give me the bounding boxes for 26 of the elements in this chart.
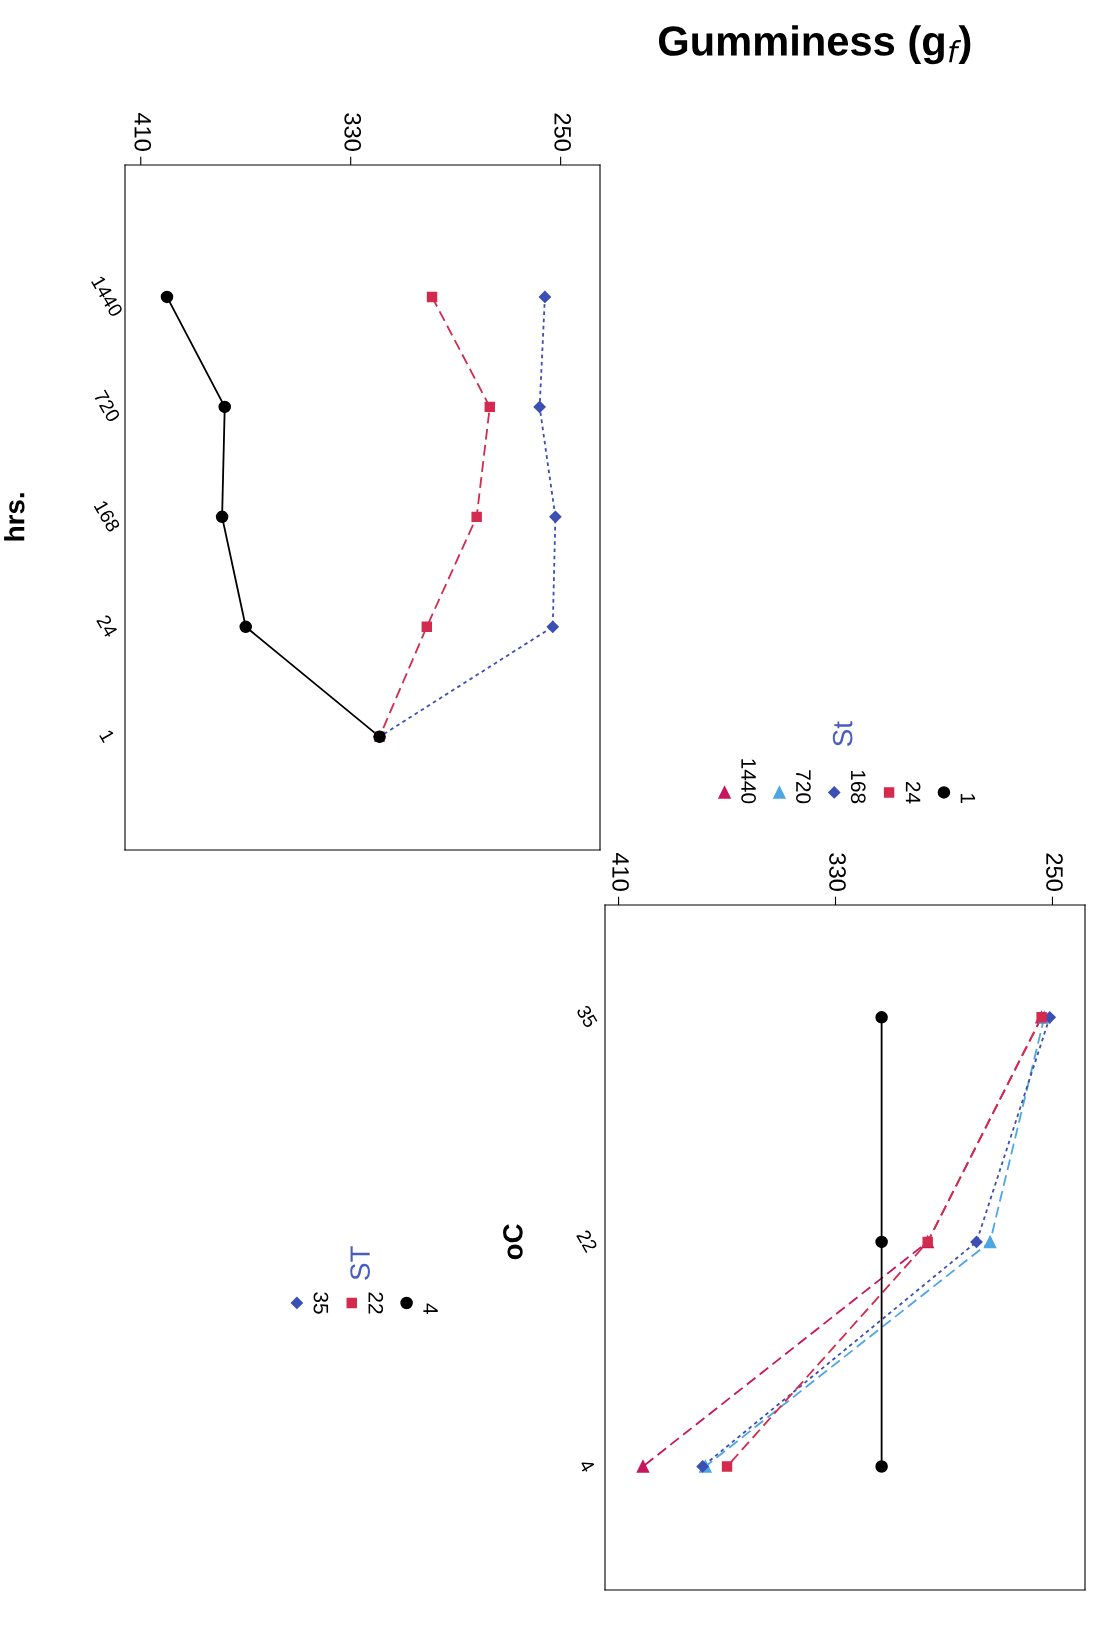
legend-label: 1440 <box>741 759 756 804</box>
y-axis-title: oC <box>503 1224 523 1260</box>
chart-title: Gumminess (g$_{f}$) <box>659 25 971 65</box>
legend-label: 4 <box>423 1303 438 1314</box>
y-tick-label: 24 <box>96 614 119 639</box>
x-tick-label: 330 <box>344 113 362 151</box>
legend-label: 1 <box>960 794 976 804</box>
y-tick-label: 1 <box>99 729 116 744</box>
legend-title: ST <box>350 1246 370 1280</box>
x-tick-label: 330 <box>829 853 846 891</box>
y-tick-label: 35 <box>576 1004 598 1029</box>
legend-label: 22 <box>368 1292 384 1314</box>
x-tick-label: 250 <box>554 113 572 151</box>
legend-label: 168 <box>850 770 866 804</box>
legend-label: 35 <box>313 1292 329 1314</box>
x-tick-label: 410 <box>612 852 629 891</box>
y-tick-label: 168 <box>93 499 121 533</box>
y-tick-label: 4 <box>578 1458 596 1474</box>
y-tick-label: 720 <box>93 389 121 423</box>
y-tick-label: 22 <box>576 1229 598 1253</box>
x-tick-label: 250 <box>1046 853 1063 891</box>
y-axis-title: hrs. <box>4 493 25 541</box>
legend-title: St <box>832 721 853 747</box>
legend-label: 720 <box>796 770 811 804</box>
x-tick-label: 410 <box>134 112 152 151</box>
legend-label: 24 <box>905 781 921 804</box>
